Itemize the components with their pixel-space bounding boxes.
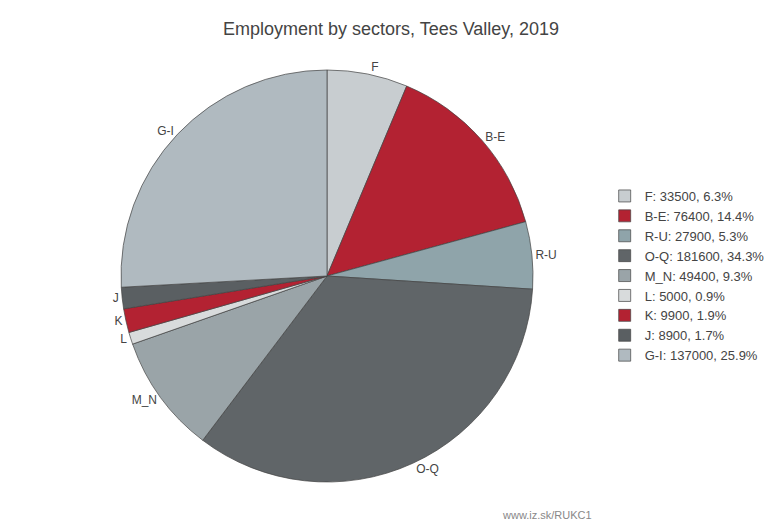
svg-text:M_N: M_N	[132, 393, 157, 407]
svg-text:B-E: 76400, 14.4%: B-E: 76400, 14.4%	[645, 209, 755, 224]
svg-text:G-I: G-I	[157, 124, 174, 138]
svg-text:L: L	[120, 332, 127, 346]
svg-text:L: 5000, 0.9%: L: 5000, 0.9%	[645, 289, 726, 304]
svg-text:R-U: R-U	[535, 248, 556, 262]
svg-text:O-Q: O-Q	[416, 462, 439, 476]
svg-text:G-I: 137000, 25.9%: G-I: 137000, 25.9%	[645, 348, 758, 363]
svg-text:R-U: 27900, 5.3%: R-U: 27900, 5.3%	[645, 229, 749, 244]
svg-text:J: 8900, 1.7%: J: 8900, 1.7%	[645, 328, 725, 343]
svg-text:Employment by sectors, Tees Va: Employment by sectors, Tees Valley, 2019	[223, 19, 559, 39]
svg-text:J: J	[113, 291, 119, 305]
svg-text:K: K	[114, 314, 122, 328]
svg-text:K: 9900, 1.9%: K: 9900, 1.9%	[645, 308, 727, 323]
svg-text:F: 33500, 6.3%: F: 33500, 6.3%	[645, 189, 734, 204]
svg-text:B-E: B-E	[485, 130, 505, 144]
svg-text:F: F	[371, 60, 378, 74]
svg-text:www.iz.sk/RUKC1: www.iz.sk/RUKC1	[502, 509, 592, 521]
svg-text:O-Q: 181600, 34.3%: O-Q: 181600, 34.3%	[645, 249, 765, 264]
svg-text:M_N: 49400, 9.3%: M_N: 49400, 9.3%	[645, 269, 753, 284]
